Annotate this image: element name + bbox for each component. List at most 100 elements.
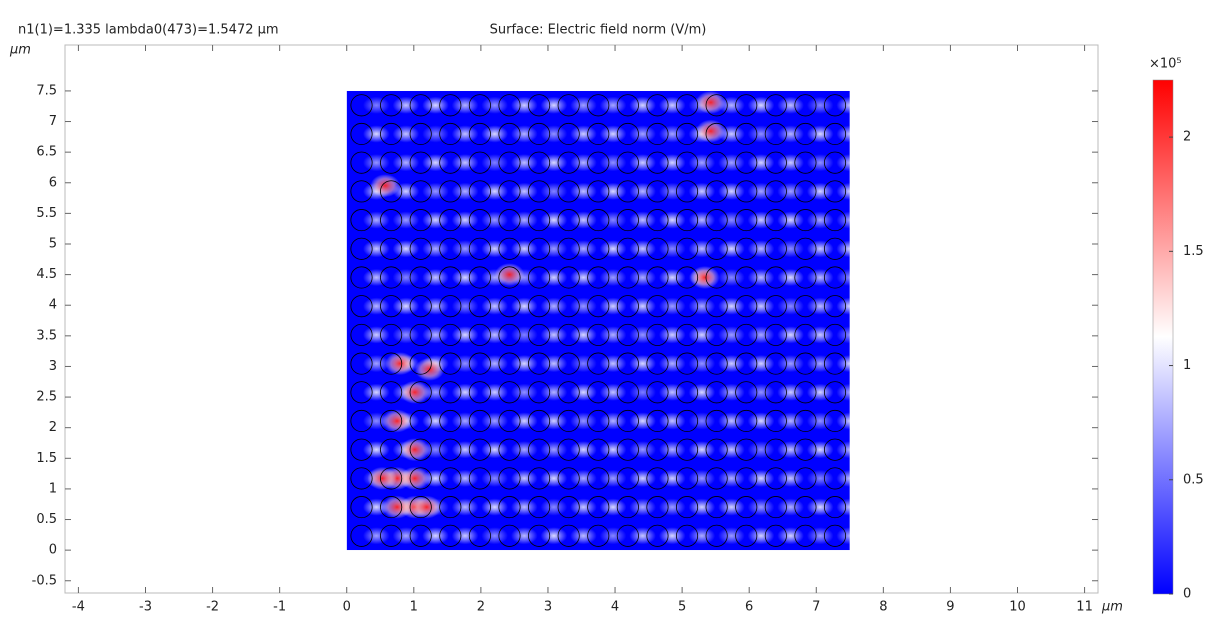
rod (439, 409, 462, 433)
rod (646, 409, 669, 433)
rod (409, 295, 432, 318)
field-glow (451, 182, 479, 200)
rod (823, 94, 847, 117)
rod (498, 524, 521, 547)
field-glow (747, 412, 775, 430)
x-tick-label: -4 (72, 600, 85, 615)
rod (350, 381, 373, 404)
field-glow (481, 412, 509, 430)
rod (439, 94, 462, 117)
rod (675, 237, 699, 260)
field-glow (806, 211, 834, 229)
field-glow (658, 441, 686, 459)
rod (705, 122, 728, 146)
field-glow (451, 154, 479, 172)
field-glow (747, 211, 775, 229)
field-glow (777, 527, 804, 545)
field-glow (688, 354, 716, 373)
rod (823, 467, 847, 490)
rod (468, 209, 491, 232)
field-glow (777, 383, 804, 401)
rod (557, 467, 580, 490)
rod (409, 467, 432, 490)
field-glow (540, 154, 568, 172)
field-glow (836, 297, 850, 315)
field-glow (688, 154, 716, 172)
field-glow (777, 154, 804, 172)
rod (380, 237, 403, 260)
rod (468, 295, 491, 318)
rod (468, 467, 491, 490)
field-glow (836, 441, 850, 459)
rod (528, 266, 551, 289)
field-glow (777, 182, 804, 200)
field-hotspot (695, 90, 726, 114)
field-glow (392, 211, 420, 229)
field-glow (363, 96, 390, 114)
rod (735, 94, 758, 117)
rod (409, 381, 432, 404)
rod (380, 209, 403, 232)
field-glow (481, 326, 509, 344)
y-tick-label: 5 (49, 236, 57, 251)
x-tick-label: 10 (1009, 600, 1026, 615)
rod (675, 209, 699, 232)
field-glow (510, 326, 538, 344)
field-glow (540, 240, 568, 258)
rod (764, 237, 787, 260)
rod (587, 94, 610, 117)
field-glow (363, 383, 390, 401)
x-tick-label: 0 (343, 600, 351, 615)
rod (616, 323, 639, 346)
field-glow (451, 412, 479, 430)
field-glow (658, 240, 686, 258)
rod (646, 438, 669, 461)
field-glow (570, 297, 597, 315)
field-glow (718, 154, 745, 172)
rod (823, 409, 847, 433)
rod (646, 237, 669, 260)
field-glow (363, 441, 390, 459)
field-glow (363, 154, 390, 172)
field-glow (451, 125, 479, 143)
field-glow (658, 154, 686, 172)
x-tick-label: 6 (745, 600, 753, 615)
field-glow (451, 498, 479, 516)
x-tick-label: 1 (410, 600, 418, 615)
field-glow (363, 240, 390, 258)
field-glow (718, 326, 745, 344)
field-glow (836, 240, 850, 258)
field-glow (747, 297, 775, 315)
rod (557, 295, 580, 318)
field-glow (422, 154, 449, 172)
rod (587, 323, 610, 346)
rod (823, 266, 847, 289)
field-glow (599, 211, 627, 229)
rod (557, 94, 580, 117)
field-glow (777, 441, 804, 459)
chart-subtitle: n1(1)=1.335 lambda0(473)=1.5472 µm (18, 23, 279, 38)
rod (735, 496, 758, 519)
rod (646, 352, 669, 375)
rod (350, 467, 373, 490)
field-glow (540, 498, 568, 516)
field-glow (481, 469, 509, 487)
rod (439, 524, 462, 547)
rod (439, 209, 462, 232)
field-glow (718, 211, 745, 229)
field-glow (570, 469, 597, 487)
field-glow (392, 326, 420, 344)
rod (794, 524, 817, 547)
x-tick-label: 8 (879, 600, 887, 615)
field-glow (658, 354, 686, 373)
field-glow (777, 211, 804, 229)
field-glow (718, 412, 745, 430)
rod (468, 496, 491, 519)
rod (675, 151, 699, 174)
rod (794, 209, 817, 232)
rod (350, 352, 373, 375)
rod (646, 524, 669, 547)
rod (764, 209, 787, 232)
rod (823, 295, 847, 318)
rod (409, 151, 432, 174)
